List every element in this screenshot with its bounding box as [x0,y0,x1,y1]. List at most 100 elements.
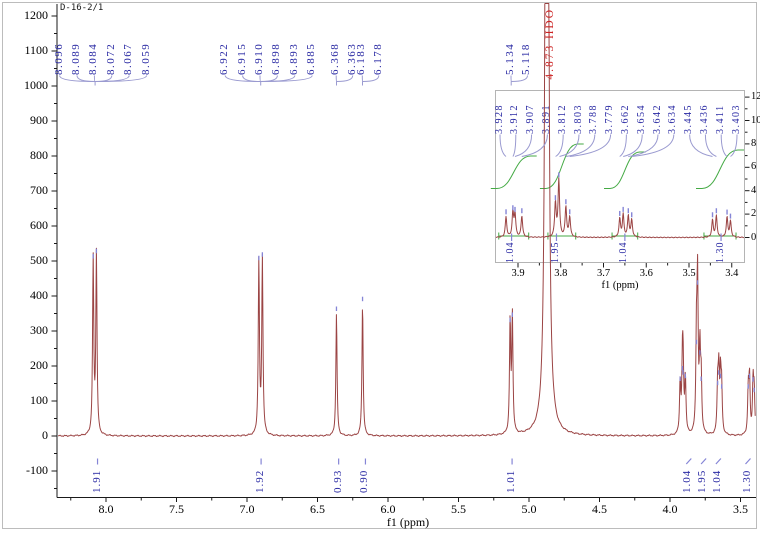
x-axis-title: f1 (ppm) [386,515,430,529]
integral-value: 1.04 [710,469,723,493]
inset-y-tick-label: 4 [751,184,757,196]
inset-x-tick-label: 3.9 [511,268,525,279]
peak-label-leader [260,75,278,82]
inset-x-tick-label: 3.6 [639,268,653,279]
peak-label: 8.059 [139,42,152,75]
integral-leader [700,458,707,465]
y-axis-tick-label: -100 [26,463,48,477]
peak-label-leader [242,75,261,82]
integral-trace [604,151,646,189]
inset-x-tick-label: 3.8 [554,268,568,279]
peak-label: 8.067 [122,42,135,75]
x-axis-tick-label: 4.5 [592,502,607,516]
y-axis-tick-label: 900 [30,113,48,127]
integral-value: 0.93 [331,469,344,493]
integral-leader [685,458,692,465]
inset-peak-label-leader [512,134,517,157]
integral-leader [715,458,722,465]
integral-leader [745,458,751,465]
inset-peak-label-leader [499,134,507,157]
peak-label-leader [95,75,148,82]
inset-peak-label-leader [628,134,659,157]
peak-label: 6.910 [252,42,265,75]
inset-peak-label-leader [514,134,533,157]
peak-label-leader [76,75,96,82]
x-axis-tick-label: 5.5 [451,502,466,516]
integral-value: 1.91 [90,469,103,493]
peak-label: 8.089 [70,42,83,75]
x-axis-tick-label: 4.0 [662,502,678,516]
inset-y-tick-label: 2 [751,208,757,220]
y-axis-tick-label: 500 [30,253,48,267]
integral-value: 1.30 [740,469,753,493]
y-axis-tick-label: 600 [30,218,48,232]
integral-trace [539,143,584,189]
peak-label: 6.178 [371,42,384,75]
peak-label-leader [95,75,113,82]
inset-peak-label-leader [689,134,713,157]
inset-panel [495,90,745,263]
y-axis-tick-label: 400 [30,288,48,302]
inset-x-tick-label: 3.5 [682,268,696,279]
main-spectrum-trace [57,3,756,438]
inset-peak-label-leader [521,134,548,157]
integral-value: 1.01 [505,469,518,493]
y-axis-tick-label: 100 [30,393,48,407]
inset-x-tick-label: 3.4 [725,268,739,279]
inset-y-tick-label: 6 [751,161,757,173]
inset-y-tick-label: 12 [751,91,760,103]
x-axis-tick-label: 8.0 [98,502,114,516]
inset-spectrum-trace [495,177,745,239]
peak-label-leader [362,75,380,82]
peak-label: 6.898 [270,42,283,75]
inset-peak-label-leader [565,134,596,157]
x-axis-tick-label: 6.0 [380,502,396,516]
x-axis-tick-label: 6.5 [310,502,325,516]
peak-label: 5.134 [503,42,516,75]
y-axis-tick-label: 800 [30,148,48,162]
inset-y-tick-label: 8 [751,137,757,149]
inset-peak-label-leader [623,134,643,157]
y-axis-tick-label: 200 [30,358,48,372]
inset-y-tick-label: 10 [751,114,760,126]
peak-label-leader [511,75,528,82]
inset-x-axis-title: f1 (ppm) [601,280,639,291]
inset-peak-label-leader [559,134,580,157]
inset-peak-label-leader [720,134,728,157]
integral-trace [696,149,744,189]
y-axis-tick-label: 300 [30,323,48,337]
peak-label: 6.183 [355,42,368,75]
inset-peak-label-leader [619,134,627,157]
spectrum-title: D-16-2/1 [60,3,104,13]
y-axis-tick-label: 1200 [24,8,48,22]
peak-label: 8.096 [52,42,65,75]
inset-peak-label-leader [730,134,738,157]
integral-value: 1.95 [696,469,709,493]
integral-trace [490,155,537,189]
solvent-peak-label: 4.873 HDO [544,8,556,80]
peak-label: 6.922 [218,42,231,75]
peak-label-leader [93,75,96,82]
plot-frame [2,2,757,529]
y-axis-tick-label: 700 [30,183,48,197]
inset-peak-label-leader [555,134,564,157]
inset-y-tick-label: 0 [751,231,757,243]
x-axis-tick-label: 7.0 [239,502,255,516]
integral-value: 1.92 [254,469,267,493]
peak-label: 8.072 [104,42,117,75]
inset-peak-label-leader [569,134,612,157]
x-axis-tick-label: 3.5 [733,502,748,516]
peak-label-leader [260,75,313,82]
peak-label: 6.368 [329,42,342,75]
y-axis-tick-label: 1000 [24,78,48,92]
peak-label-leader [259,75,261,82]
peak-label: 5.118 [520,43,533,75]
x-axis-tick-label: 7.5 [169,502,184,516]
inset-x-tick-label: 3.7 [596,268,611,279]
inset-peak-label-leader [631,134,675,157]
integral-value: 1.04 [681,469,694,493]
peak-label-leader [336,75,354,82]
y-axis-tick-label: 0 [42,428,48,442]
